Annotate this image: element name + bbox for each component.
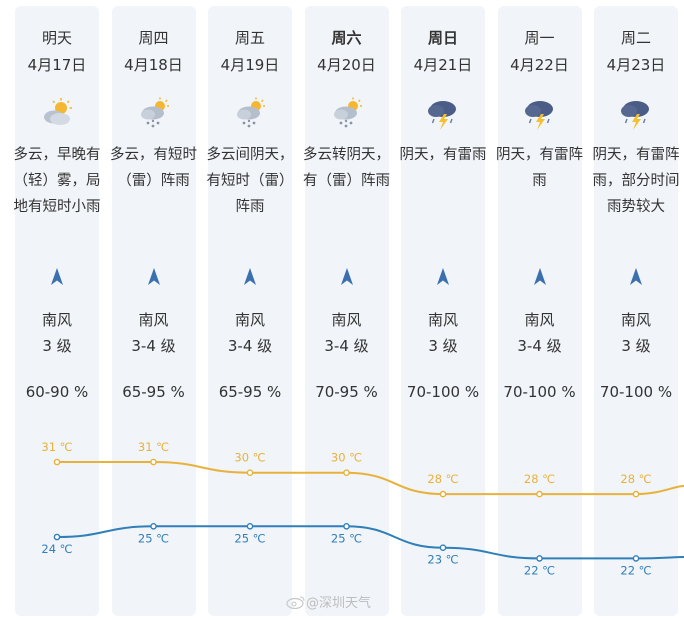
weibo-logo-icon [286,595,306,610]
humidity: 70-100 % [406,383,480,401]
wind-direction: 南风 [234,311,265,329]
cloudy-sun-icon [39,96,75,132]
humidity: 70-95 % [315,383,378,401]
day-column: 周六 4月20日多云转阴天，有（雷）阵雨南风 3-4 级 70-95 % [300,0,394,420]
wind-direction-arrow-icon [629,268,643,286]
weather-description: 阴天，有雷阵雨，部分时间雨势较大 [592,147,680,215]
wind-level: 3 级 [428,337,458,355]
high-temp-point [343,469,350,477]
day-name: 周一 [524,29,555,47]
wind-level: 3-4 级 [131,337,176,355]
wind-direction: 南风 [524,311,555,329]
humidity: 65-95 % [122,383,185,401]
wind-direction-arrow-icon [436,268,450,286]
wind-direction-arrow-icon [243,268,257,286]
weather-description: 多云间阴天，有短时（雷）阵雨 [206,147,294,215]
day-date: 4月18日 [124,56,183,74]
low-temp-point [632,555,640,562]
low-temp-label: 25 ℃ [331,531,362,545]
low-temp-point [536,555,543,562]
high-temp-label: 31 ℃ [138,440,169,454]
low-temp-point [439,544,447,552]
day-name: 周二 [620,29,651,47]
wind-direction-arrow-icon [50,268,64,286]
day-name: 周日 [427,29,458,47]
low-temp-label: 25 ℃ [138,531,169,545]
high-temp-line [57,460,684,496]
high-temp-point [53,458,61,466]
wind-direction-arrow-icon [340,268,354,286]
day-date: 4月17日 [27,56,87,74]
wind-level: 3-4 级 [227,337,273,355]
low-temp-point [246,523,254,530]
day-date: 4月19日 [220,56,280,74]
thunderstorm-icon [522,96,558,132]
wind-direction-arrow-icon [533,268,547,286]
day-date: 4月21日 [413,56,473,74]
wind-level: 3-4 级 [517,337,562,355]
low-temp-point [343,523,350,530]
wind-level: 3-4 级 [324,337,369,355]
sun-cloud-rain-icon [136,96,172,132]
sun-cloud-rain-icon [329,96,365,132]
low-temp-point [150,523,157,530]
day-date: 4月23日 [606,56,666,74]
high-temp-label: 28 ℃ [524,472,555,486]
high-temp-label: 30 ℃ [234,451,265,465]
humidity: 60-90 % [25,383,89,401]
humidity: 70-100 % [503,383,576,401]
high-temp-point [246,469,254,477]
humidity: 65-95 % [218,383,282,401]
wind-direction-arrow-icon [147,268,161,286]
high-temp-point [150,458,157,466]
wind-direction: 南风 [41,311,72,329]
humidity: 70-100 % [599,383,673,401]
high-temp-label: 28 ℃ [620,472,651,486]
day-column: 周日 4月21日阴天，有雷雨 南风 3 级 70-100 % [396,0,490,420]
day-column: 周四 4月18日多云，有短时（雷）阵雨南风 3-4 级 65-95 % [107,0,201,420]
weather-description: 阴天，有雷阵雨 [496,147,583,189]
watermark-text: @深圳天气 [306,596,372,611]
wind-direction: 南风 [331,311,362,329]
weather-description: 阴天，有雷雨 [399,147,487,163]
day-date: 4月22日 [510,56,569,74]
low-temp-label: 25 ℃ [234,531,265,545]
high-temp-point [632,490,640,498]
low-temp-point [53,533,61,541]
low-temp-label: 23 ℃ [427,553,458,567]
sun-cloud-rain-icon [232,96,268,132]
thunderstorm-icon [618,96,654,132]
wind-direction: 南风 [620,311,651,329]
thunderstorm-icon [425,96,461,132]
weather-description: 多云，早晚有（轻）雾，局地有短时小雨 [13,147,101,215]
low-temp-label: 24 ℃ [41,542,72,556]
watermark: @深圳天气 [286,592,371,611]
day-column: 周二 4月23日阴天，有雷阵雨，部分时间雨势较大南风 3 级 70-100 % [589,0,683,420]
high-temp-point [439,490,447,498]
day-name: 周四 [138,29,169,47]
wind-level: 3 级 [42,337,72,355]
high-temp-label: 28 ℃ [427,472,458,486]
day-column: 周一 4月22日阴天，有雷阵雨南风 3-4 级 70-100 % [493,0,587,420]
day-name: 周六 [331,29,362,47]
low-temp-label: 22 ℃ [620,563,651,577]
weather-description: 多云转阴天，有（雷）阵雨 [303,147,390,189]
high-temp-point [536,490,543,498]
high-temp-label: 30 ℃ [331,451,362,465]
day-date: 4月20日 [317,56,376,74]
day-name: 周五 [234,29,265,47]
wind-level: 3 级 [621,337,651,355]
day-column: 明天 4月17日多云，早晚有（轻）雾，局地有短时小雨南风 3 级 60-90 % [10,0,104,420]
day-name: 明天 [41,29,72,47]
wind-direction: 南风 [138,311,169,329]
low-temp-label: 22 ℃ [524,563,555,577]
wind-direction: 南风 [427,311,458,329]
day-column: 周五 4月19日多云间阴天，有短时（雷）阵雨南风 3-4 级 65-95 % [203,0,297,420]
weather-description: 多云，有短时（雷）阵雨 [110,147,197,189]
high-temp-label: 31 ℃ [41,440,72,454]
